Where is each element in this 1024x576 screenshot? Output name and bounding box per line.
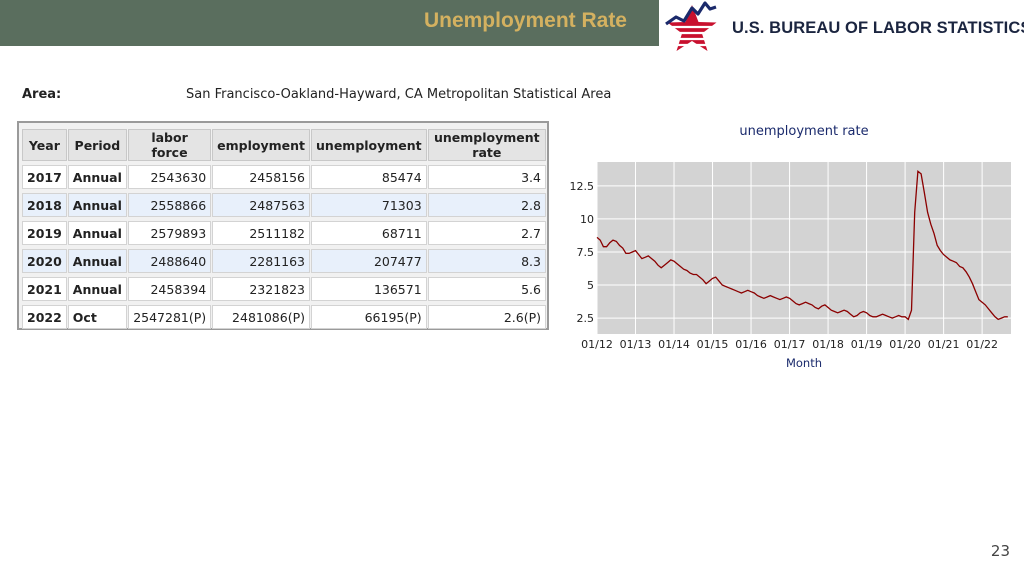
table-row: 2018 Annual 2558866 2487563 71303 2.8 — [22, 193, 546, 217]
data-table-panel: Year Period labor force employment unemp… — [17, 121, 549, 330]
slide-title: Unemployment Rate — [423, 9, 627, 32]
cell-year: 2018 — [22, 193, 67, 217]
cell-period: Annual — [67, 193, 127, 217]
cell-unemployment-rate: 2.8 — [427, 193, 546, 217]
cell-unemployment: 136571 — [311, 277, 427, 301]
x-tick-label: 01/18 — [812, 338, 844, 351]
table-header-row: Year Period labor force employment unemp… — [22, 129, 546, 161]
cell-year: 2022 — [22, 305, 67, 329]
table-row: 2020 Annual 2488640 2281163 207477 8.3 — [22, 249, 546, 273]
cell-year: 2017 — [22, 165, 67, 189]
series-line — [596, 170, 1008, 321]
table-row: 2022 Oct 2547281(P) 2481086(P) 66195(P) … — [22, 305, 546, 329]
cell-period: Annual — [67, 277, 127, 301]
cell-period: Annual — [67, 165, 127, 189]
cell-period: Annual — [67, 221, 127, 245]
x-tick-label: 01/19 — [851, 338, 883, 351]
cell-unemployment: 85474 — [311, 165, 427, 189]
cell-employment: 2321823 — [212, 277, 311, 301]
header-unemployment-rate: unemployment rate — [427, 129, 546, 161]
y-tick-label: 7.5 — [577, 246, 595, 259]
x-axis-label: Month — [786, 356, 822, 370]
cell-unemployment: 71303 — [311, 193, 427, 217]
x-tick-label: 01/15 — [697, 338, 729, 351]
cell-employment: 2458156 — [212, 165, 311, 189]
data-table: Year Period labor force employment unemp… — [21, 125, 547, 333]
cell-labor-force: 2547281(P) — [127, 305, 212, 329]
cell-employment: 2281163 — [212, 249, 311, 273]
cell-unemployment-rate: 5.6 — [427, 277, 546, 301]
cell-unemployment: 207477 — [311, 249, 427, 273]
area-value: San Francisco-Oakland-Hayward, CA Metrop… — [186, 87, 612, 102]
cell-year: 2020 — [22, 249, 67, 273]
header-employment: employment — [212, 129, 311, 161]
x-axis-ticks: 01/12 01/13 01/14 01/15 01/16 01/17 01/18 01/19… — [581, 338, 998, 351]
header-year: Year — [22, 129, 67, 161]
cell-year: 2021 — [22, 277, 67, 301]
y-tick-label: 2.5 — [577, 312, 595, 325]
cell-labor-force: 2558866 — [127, 193, 212, 217]
x-tick-label: 01/14 — [658, 338, 690, 351]
cell-unemployment-rate: 2.6(P) — [427, 305, 546, 329]
area-label: Area: — [22, 87, 62, 102]
cell-period: Annual — [67, 249, 127, 273]
x-tick-label: 01/12 — [581, 338, 613, 351]
cell-period: Oct — [67, 305, 127, 329]
cell-unemployment: 66195(P) — [311, 305, 427, 329]
x-tick-label: 01/20 — [889, 338, 921, 351]
star-flag-icon — [665, 1, 717, 51]
cell-employment: 2511182 — [212, 221, 311, 245]
header-period: Period — [67, 129, 127, 161]
header-bar: Unemployment Rate — [0, 0, 659, 46]
y-tick-label: 10 — [580, 213, 594, 226]
cell-unemployment-rate: 2.7 — [427, 221, 546, 245]
y-tick-label: 5 — [587, 279, 594, 292]
y-axis-ticks: 2.5 5 7.5 10 12.5 — [570, 180, 595, 325]
cell-unemployment-rate: 8.3 — [427, 249, 546, 273]
page-number: 23 — [990, 542, 1010, 560]
cell-year: 2019 — [22, 221, 67, 245]
cell-employment: 2481086(P) — [212, 305, 311, 329]
chart-title: unemployment rate — [739, 124, 868, 139]
x-tick-label: 01/17 — [774, 338, 806, 351]
cell-labor-force: 2579893 — [127, 221, 212, 245]
vertical-gridlines — [596, 162, 983, 334]
header-labor-force: labor force — [127, 129, 212, 161]
x-tick-label: 01/13 — [620, 338, 652, 351]
x-tick-label: 01/16 — [735, 338, 767, 351]
cell-labor-force: 2458394 — [127, 277, 212, 301]
header-unemployment: unemployment — [311, 129, 427, 161]
cell-labor-force: 2488640 — [127, 249, 212, 273]
logo-text: U.S. BUREAU OF LABOR STATISTICS — [732, 19, 1024, 37]
table-row: 2019 Annual 2579893 2511182 68711 2.7 — [22, 221, 546, 245]
plot-area — [597, 162, 1011, 334]
bls-logo: U.S. BUREAU OF LABOR STATISTICS — [664, 0, 1024, 60]
x-tick-label: 01/22 — [966, 338, 998, 351]
cell-labor-force: 2543630 — [127, 165, 212, 189]
cell-unemployment: 68711 — [311, 221, 427, 245]
y-tick-label: 12.5 — [570, 180, 595, 193]
table-row: 2021 Annual 2458394 2321823 136571 5.6 — [22, 277, 546, 301]
x-tick-label: 01/21 — [928, 338, 960, 351]
table-row: 2017 Annual 2543630 2458156 85474 3.4 — [22, 165, 546, 189]
cell-unemployment-rate: 3.4 — [427, 165, 546, 189]
cell-employment: 2487563 — [212, 193, 311, 217]
